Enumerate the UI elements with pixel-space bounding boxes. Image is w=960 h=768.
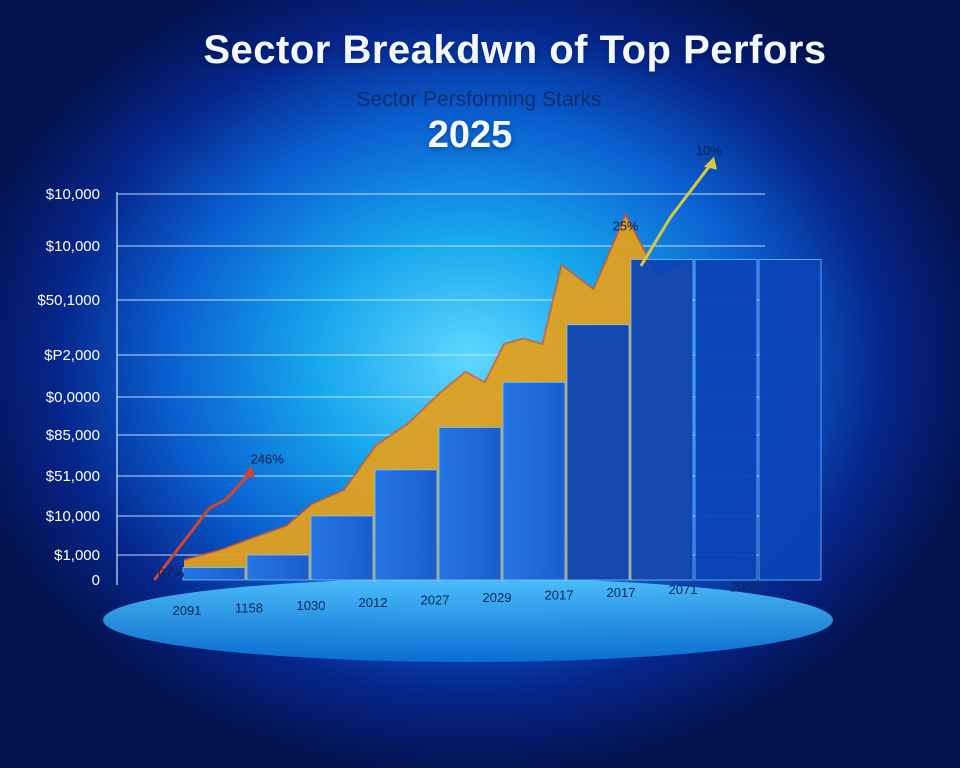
x-tick-label: 2012 (359, 595, 388, 610)
x-axis-ticks: 2091 1158 1030 2012 2027 2029 2017 2017 2071 2055 (173, 580, 760, 618)
x-tick-label: 2071 (669, 582, 698, 597)
x-tick-label: 1030 (297, 598, 326, 613)
bar (502, 381, 566, 581)
x-tick-label: 2055 (731, 580, 760, 595)
trend-arrow-red (243, 465, 256, 478)
x-tick-label: 2017 (607, 585, 636, 600)
x-tick-label: 2029 (483, 590, 512, 605)
y-tick-label: 0 (92, 572, 100, 589)
annotations-layer: 07% 246% 25% 10% (158, 143, 722, 581)
y-tick-label: $0,0000 (46, 389, 100, 406)
y-tick-label: $1,000 (54, 547, 100, 564)
y-tick-label: $51,000 (46, 468, 100, 485)
y-tick-label: $P2,000 (44, 347, 100, 364)
data-annotation: 10% (696, 143, 722, 158)
data-annotation: 246% (251, 452, 285, 467)
trend-arrow-yellow (704, 156, 717, 170)
trend-line-yellow (640, 161, 714, 267)
chart-year: 2025 (427, 114, 513, 156)
trend-line-red (153, 470, 253, 581)
y-axis-ticks: 0 $1,000 $10,000 $51,000 $85,000 $0,0000 $P2,0… (37, 186, 100, 589)
y-tick-label: $10,000 (46, 508, 100, 525)
bars-layer (182, 259, 822, 581)
bar (246, 554, 310, 581)
bar (310, 515, 374, 581)
x-tick-label: 2017 (545, 587, 574, 602)
y-tick-label: $10,000 (46, 238, 100, 255)
y-tick-label: $85,000 (46, 427, 100, 444)
x-tick-label: 2091 (173, 603, 202, 618)
x-tick-label: 2027 (421, 593, 450, 608)
bar (694, 259, 758, 581)
y-tick-label: $50,1000 (37, 292, 100, 309)
chart-title: Sector Breakdwn of Top Perfors (203, 28, 827, 72)
trend-lines-layer (153, 156, 717, 581)
y-tick-label: $10,000 (46, 186, 100, 203)
band-top-line (183, 212, 691, 561)
bar (566, 324, 630, 581)
chart-subtitle: Sector Persforming Starks (356, 88, 602, 111)
data-annotation: 25% (613, 218, 639, 233)
chart-platform (103, 578, 833, 662)
data-annotation: 07% (158, 566, 184, 581)
bar (758, 259, 822, 581)
bar (438, 426, 502, 581)
x-tick-label: 1158 (235, 600, 263, 615)
bar (630, 259, 694, 581)
bar (182, 567, 246, 581)
bar (374, 469, 438, 581)
